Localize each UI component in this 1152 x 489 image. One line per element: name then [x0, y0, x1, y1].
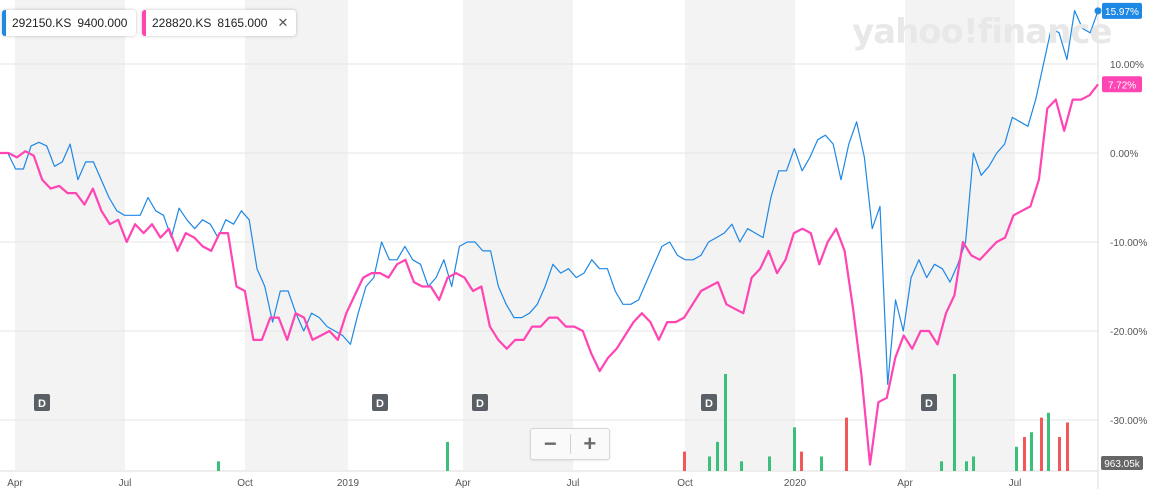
- volume-label: 963.05k: [1104, 459, 1141, 470]
- x-tick-label: 2020: [784, 478, 807, 489]
- volume-bar: [716, 441, 719, 471]
- volume-bar: [940, 461, 943, 471]
- month-band: [685, 0, 795, 470]
- legend-color-bar: [2, 10, 6, 36]
- x-tick-label: Apr: [7, 478, 23, 489]
- legend-ticker: 228820.KS: [152, 16, 212, 30]
- dividend-marker-label: D: [476, 398, 484, 410]
- price-tag-292150-box: [1102, 2, 1142, 19]
- zoom-separator: [569, 434, 571, 454]
- price-tag-228820-box: [1102, 76, 1142, 93]
- zoom-in-button[interactable]: +: [583, 431, 597, 456]
- series-line-292150: [0, 10, 1099, 385]
- price-tag-228820: 7.72%: [1102, 76, 1142, 93]
- legend-value: 8165.000: [217, 16, 268, 30]
- volume-bar: [820, 456, 823, 471]
- dividend-marker-box: [921, 394, 937, 411]
- volume-bar: [972, 456, 975, 471]
- volume-bar: [683, 451, 686, 471]
- volume-bar: [1023, 437, 1026, 471]
- x-tick-label: Apr: [455, 478, 471, 489]
- zoom-out-button[interactable]: −: [543, 431, 557, 456]
- volume-bar: [845, 417, 848, 471]
- volume-label-box: [1101, 456, 1143, 470]
- dividend-marker-box: [472, 394, 488, 411]
- zoom-controls: − +: [530, 428, 610, 460]
- brand-logo: yahoo!finance: [852, 12, 1113, 52]
- x-tick-label: Jul: [567, 478, 580, 489]
- month-band: [15, 0, 125, 470]
- series-lines: [0, 7, 1102, 466]
- volume-bar: [953, 374, 956, 471]
- volume-bar: [740, 461, 743, 471]
- month-bands: [15, 0, 1015, 470]
- volume-bar: [965, 461, 968, 471]
- volume-bar: [793, 427, 796, 471]
- x-tick-label: 2019: [337, 478, 360, 489]
- dividend-marker: D: [701, 394, 717, 411]
- x-tick-label: Jul: [119, 478, 132, 489]
- volume-bar: [724, 374, 727, 471]
- month-band: [905, 0, 1015, 470]
- volume-bar: [1030, 432, 1033, 471]
- price-tag-228820-label: 7.72%: [1108, 80, 1136, 91]
- dividend-marker: D: [372, 394, 388, 411]
- price-tag-292150: 15.97%: [1102, 2, 1142, 19]
- dividend-marker-label: D: [376, 398, 384, 410]
- legend-item-292150[interactable]: 292150.KS 9400.000: [2, 10, 136, 36]
- dividend-marker: D: [34, 394, 50, 411]
- x-tick-label: Jul: [1009, 478, 1022, 489]
- series-endpoint-292150: [1094, 7, 1102, 15]
- y-axis-labels: 10.00% 0.00% -10.00% -20.00% -30.00%: [1110, 60, 1147, 427]
- volume-bar: [1040, 417, 1043, 471]
- price-tag-292150-label: 15.97%: [1105, 7, 1139, 18]
- dividend-marker-label: D: [705, 398, 713, 410]
- dividend-marker-box: [34, 394, 50, 411]
- month-band: [463, 0, 573, 470]
- y-tick-label: -30.00%: [1110, 416, 1147, 427]
- volume-bar: [1015, 446, 1018, 471]
- legend-item-228820[interactable]: 228820.KS 8165.000 ✕: [142, 10, 296, 36]
- y-tick-label: -10.00%: [1110, 238, 1147, 249]
- volume-bar: [1047, 412, 1050, 471]
- dividend-marker-label: D: [38, 398, 46, 410]
- x-tick-label: Oct: [677, 478, 693, 489]
- x-tick-label: Apr: [897, 478, 913, 489]
- legend-value: 9400.000: [77, 16, 128, 30]
- legend-color-bar: [142, 10, 146, 36]
- grid-lines: [0, 0, 1099, 489]
- volume-bar: [1066, 422, 1069, 471]
- dividend-marker-label: D: [925, 398, 933, 410]
- dividend-marker: D: [921, 394, 937, 411]
- month-band: [245, 0, 348, 470]
- legend-ticker: 292150.KS: [12, 16, 72, 30]
- y-tick-label: 0.00%: [1110, 149, 1138, 160]
- close-icon[interactable]: ✕: [277, 15, 289, 30]
- series-line-228820: [0, 83, 1099, 466]
- y-tick-label: -20.00%: [1110, 327, 1147, 338]
- price-tags: 15.97% 7.72%: [1102, 2, 1142, 93]
- dividend-marker: D: [472, 394, 488, 411]
- volume-bar: [1058, 437, 1061, 471]
- y-tick-label: 10.00%: [1110, 60, 1144, 71]
- x-axis-labels: Apr Jul Oct 2019 Apr Jul Oct 2020 Apr Jul: [7, 478, 1021, 489]
- volume-bars: 963.05k: [217, 374, 1143, 471]
- x-tick-label: Oct: [237, 478, 253, 489]
- volume-bar: [217, 461, 220, 471]
- volume-bar: [768, 456, 771, 471]
- volume-bar: [446, 441, 449, 471]
- volume-bar: [708, 456, 711, 471]
- volume-bar: [800, 451, 803, 471]
- dividend-marker-box: [701, 394, 717, 411]
- dividend-marker-box: [372, 394, 388, 411]
